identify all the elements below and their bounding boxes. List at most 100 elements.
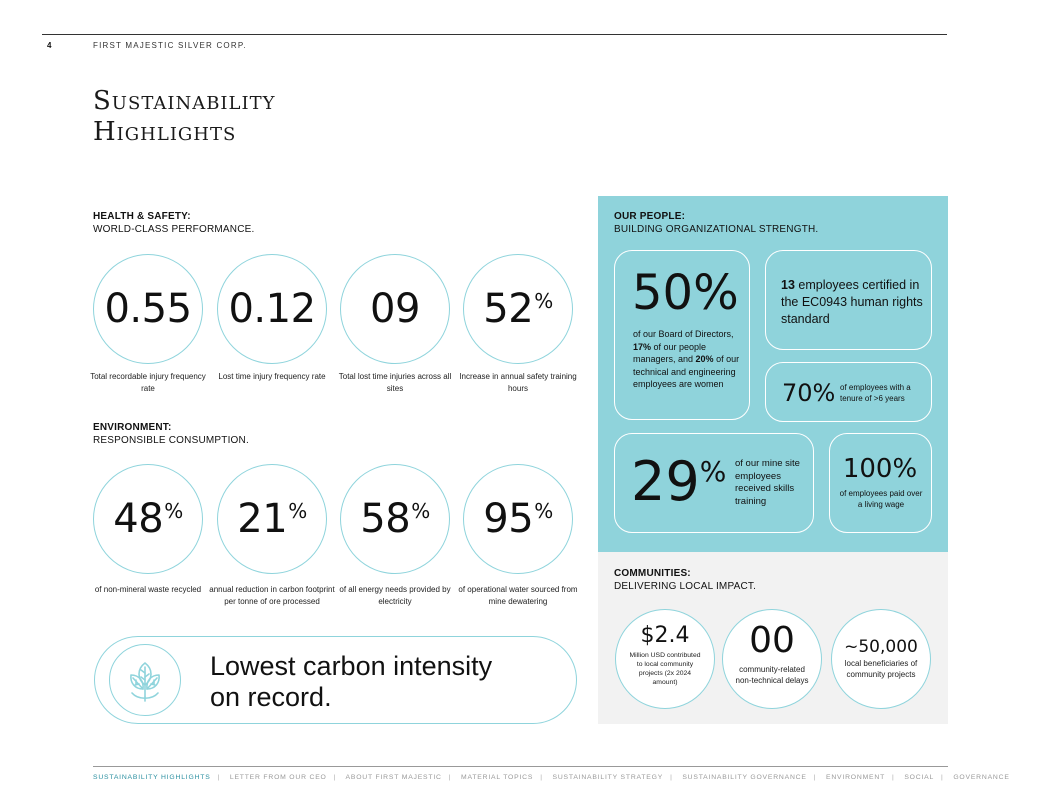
certified-text: employees certified in the EC0943 human … bbox=[781, 278, 923, 326]
tenure-card: 70% of employees with a tenure of >6 yea… bbox=[765, 362, 932, 422]
footer-link-about[interactable]: ABOUT FIRST MAJESTIC bbox=[345, 774, 442, 781]
footer-link-material-topics[interactable]: MATERIAL TOPICS bbox=[461, 774, 534, 781]
footer-link-environment[interactable]: ENVIRONMENT bbox=[826, 774, 886, 781]
stat-caption: Increase in annual safety training hours bbox=[459, 372, 577, 393]
skills-training-card: 29% of our mine site employees received … bbox=[614, 433, 814, 533]
community-delays-caption: community-related non-technical delays bbox=[735, 665, 809, 685]
people-heading-bold: OUR PEOPLE: bbox=[614, 211, 686, 222]
stat-suffix: % bbox=[411, 498, 430, 523]
stat-circle-electricity: 58% bbox=[340, 464, 450, 574]
leaves-icon bbox=[109, 644, 181, 716]
stat-circle-training: 52% bbox=[463, 254, 573, 364]
stat-value: 48% bbox=[113, 496, 183, 542]
stat-number: 95 bbox=[483, 496, 534, 542]
footer-link-governance-sus[interactable]: SUSTAINABILITY GOVERNANCE bbox=[682, 774, 807, 781]
health-safety-heading-sub: WORLD-CLASS PERFORMANCE. bbox=[93, 224, 255, 235]
page-number: 4 bbox=[47, 41, 52, 50]
tenure-value: 70% bbox=[782, 379, 836, 407]
footer-rule bbox=[93, 766, 948, 767]
living-wage-value: 100% bbox=[842, 454, 918, 484]
tenure-caption: of employees with a tenure of >6 years bbox=[840, 383, 911, 403]
our-people-panel: OUR PEOPLE: BUILDING ORGANIZATIONAL STRE… bbox=[598, 196, 948, 552]
carbon-banner-text: Lowest carbon intensity on record. bbox=[210, 651, 492, 713]
board-women-value: 50% bbox=[632, 265, 739, 321]
stat-suffix: % bbox=[534, 288, 553, 313]
skills-training-caption: of our mine site employees received skil… bbox=[735, 458, 800, 507]
footer-separator: | bbox=[540, 774, 543, 781]
stat-value: 95% bbox=[483, 496, 553, 542]
company-name: FIRST MAJESTIC SILVER CORP. bbox=[93, 41, 247, 50]
community-investment-value: $2.4 bbox=[640, 623, 690, 648]
footer-separator: | bbox=[813, 774, 817, 781]
skills-number: 29 bbox=[631, 450, 700, 513]
community-delays-circle: 00 community-related non-technical delay… bbox=[722, 609, 822, 709]
living-wage-caption: of employees paid over a living wage bbox=[839, 489, 923, 509]
environment-heading: ENVIRONMENT: RESPONSIBLE CONSUMPTION. bbox=[93, 421, 249, 447]
footer-separator: | bbox=[670, 774, 673, 781]
footer-link-strategy[interactable]: SUSTAINABILITY STRATEGY bbox=[552, 774, 664, 781]
stat-value: 0.55 bbox=[104, 286, 192, 332]
communities-heading-bold: COMMUNITIES: bbox=[614, 568, 691, 579]
stat-circle-trir: 0.55 bbox=[93, 254, 203, 364]
certified-caption: 13 employees certified in the EC0943 hum… bbox=[781, 277, 926, 328]
page-title: Sustainability Highlights bbox=[93, 86, 275, 148]
stat-suffix: % bbox=[534, 498, 553, 523]
page-title-line1: Sustainability bbox=[93, 86, 276, 116]
communities-heading: COMMUNITIES: DELIVERING LOCAL IMPACT. bbox=[614, 567, 756, 593]
stat-value: 58% bbox=[360, 496, 430, 542]
stat-suffix: % bbox=[164, 498, 183, 523]
health-safety-heading: HEALTH & SAFETY: WORLD-CLASS PERFORMANCE… bbox=[93, 210, 255, 236]
stat-circle-carbon: 21% bbox=[217, 464, 327, 574]
footer-nav: SUSTAINABILITY HIGHLIGHTS | LETTER FROM O… bbox=[93, 774, 1009, 781]
stat-suffix: % bbox=[288, 498, 307, 523]
stat-caption: of operational water sourced from mine d… bbox=[458, 585, 578, 606]
stat-caption: Total recordable injury frequency rate bbox=[90, 372, 206, 393]
stat-number: 52 bbox=[483, 286, 534, 332]
certified-count: 13 bbox=[781, 278, 795, 292]
people-heading-sub: BUILDING ORGANIZATIONAL STRENGTH. bbox=[614, 224, 819, 235]
board-women-card: 50% of our Board of Directors, 17% of ou… bbox=[614, 250, 750, 420]
footer-link-social[interactable]: SOCIAL bbox=[904, 774, 935, 781]
stat-value: 0.12 bbox=[228, 286, 316, 332]
stat-caption: of non-mineral waste recycled bbox=[94, 585, 202, 594]
board-text-1: of our Board of Directors, bbox=[633, 329, 734, 339]
header-rule bbox=[42, 34, 947, 35]
environment-heading-bold: ENVIRONMENT: bbox=[93, 422, 172, 433]
health-safety-heading-bold: HEALTH & SAFETY: bbox=[93, 211, 191, 222]
board-text-2: of our people managers, and bbox=[633, 341, 707, 365]
footer-separator: | bbox=[892, 774, 895, 781]
stat-value: 09 bbox=[370, 286, 420, 332]
environment-heading-sub: RESPONSIBLE CONSUMPTION. bbox=[93, 435, 249, 446]
board-bold-1: 17% bbox=[633, 341, 652, 352]
footer-separator: | bbox=[448, 774, 452, 781]
community-delays-value: 00 bbox=[749, 620, 795, 661]
stat-circle-water: 95% bbox=[463, 464, 573, 574]
stat-caption: of all energy needs provided by electric… bbox=[339, 585, 451, 606]
stat-circle-ltifr: 0.12 bbox=[217, 254, 327, 364]
carbon-banner: Lowest carbon intensity on record. bbox=[94, 636, 577, 724]
stat-caption: Total lost time injuries across all site… bbox=[338, 372, 452, 393]
footer-link-ceo-letter[interactable]: LETTER FROM OUR CEO bbox=[229, 774, 327, 781]
skills-training-value: 29% bbox=[631, 452, 726, 512]
footer-link-highlights[interactable]: SUSTAINABILITY HIGHLIGHTS bbox=[93, 774, 211, 781]
community-beneficiaries-caption: local beneficiaries of community project… bbox=[844, 659, 918, 679]
stat-caption: annual reduction in carbon footprint per… bbox=[209, 585, 335, 606]
community-investment-circle: $2.4 Million USD contributed to local co… bbox=[615, 609, 715, 709]
footer-separator: | bbox=[941, 774, 944, 781]
carbon-banner-line1: Lowest carbon intensity bbox=[210, 651, 493, 681]
footer-separator: | bbox=[333, 774, 337, 781]
stat-circle-lost-time: 09 bbox=[340, 254, 450, 364]
community-beneficiaries-circle: ~50,000 local beneficiaries of community… bbox=[831, 609, 931, 709]
certified-card: 13 employees certified in the EC0943 hum… bbox=[765, 250, 932, 350]
stat-number: 21 bbox=[237, 496, 288, 542]
communities-panel: COMMUNITIES: DELIVERING LOCAL IMPACT. $2… bbox=[598, 552, 948, 724]
stat-value: 52% bbox=[483, 286, 553, 332]
board-women-caption: of our Board of Directors, 17% of our pe… bbox=[633, 328, 745, 391]
communities-heading-sub: DELIVERING LOCAL IMPACT. bbox=[614, 581, 757, 592]
community-investment-caption: Million USD contributed to local communi… bbox=[629, 652, 701, 686]
footer-link-governance[interactable]: GOVERNANCE bbox=[953, 774, 1010, 781]
community-beneficiaries-value: ~50,000 bbox=[844, 637, 918, 657]
page-title-line2: Highlights bbox=[93, 117, 237, 147]
carbon-banner-line2: on record. bbox=[210, 682, 332, 712]
stat-caption: Lost time injury frequency rate bbox=[218, 372, 326, 381]
